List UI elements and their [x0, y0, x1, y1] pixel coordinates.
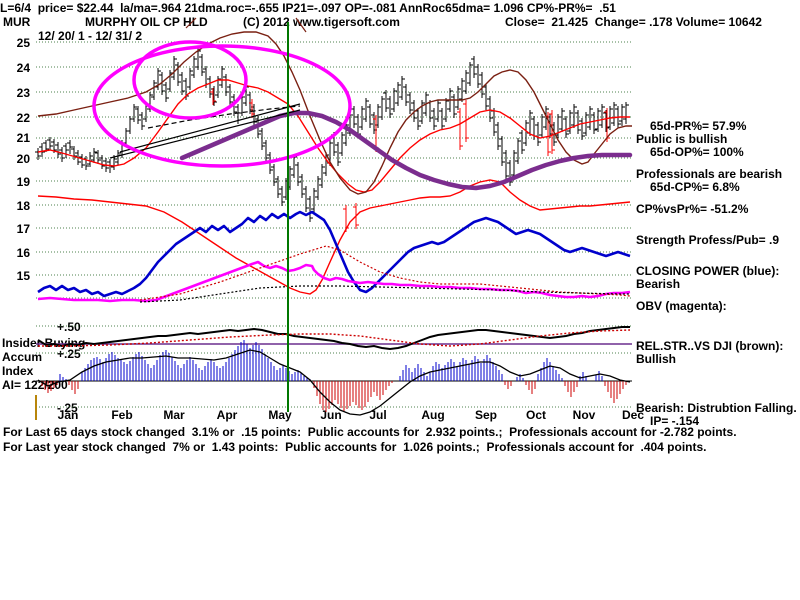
- legend-spacer-3: [636, 216, 800, 225]
- legend-op-percent: 65d-OP%= 100%: [650, 145, 744, 159]
- y-axis-tick-21: 21: [16, 131, 30, 145]
- legend-ip-value: IP= -.154: [650, 414, 700, 428]
- x-axis-tick-may: May: [268, 408, 292, 422]
- rel-strength-dotted-line: [38, 329, 631, 347]
- support-trendlines: [109, 103, 301, 159]
- x-axis-tick-aug: Aug: [421, 408, 445, 422]
- legend-pr-percent: 65d-PR%= 57.9%: [650, 119, 747, 133]
- legend-professionals-state: Professionals are bearish: [636, 167, 783, 181]
- red-lower-band-line: [37, 179, 631, 295]
- y-axis-tick-25: 25: [16, 36, 30, 50]
- indicator-legend-panel: 65d-PR%= 57.9% Public is bullish 65d-OP%…: [636, 120, 800, 428]
- x-axis-tick-mar: Mar: [163, 408, 185, 422]
- y-axis-tick-24: 24: [16, 61, 30, 75]
- y-axis-tick-18: 18: [16, 199, 30, 213]
- y-axis-tick-15: 15: [16, 269, 30, 283]
- legend-public-state: Public is bullish: [636, 132, 728, 146]
- legend-cp-vs-pr: CP%vsPr%= -51.2%: [636, 202, 749, 216]
- x-axis-tick-jul: Jul: [369, 408, 387, 422]
- legend-relstr-title: REL.STR..VS DJI (brown):: [636, 339, 784, 353]
- ai-value-label: AI= 122/200: [2, 378, 68, 392]
- price-bars: [35, 48, 629, 222]
- y-axis-tick-17: 17: [16, 222, 30, 236]
- y-axis-tick-22: 22: [16, 111, 30, 125]
- legend-spacer-12: [636, 375, 800, 384]
- ma-21-red-line: [37, 79, 630, 193]
- cp-reference-dotted-line: [139, 245, 631, 301]
- accum-smoothed-line: [37, 349, 631, 416]
- insider-buying-label: Insider Buying: [2, 336, 86, 350]
- obv-line: [37, 260, 631, 303]
- legend-closing-power-state: Bearish: [636, 277, 681, 291]
- accum-label: Accum: [2, 350, 43, 364]
- accum-bars-positive: [59, 340, 603, 381]
- x-axis-tick-jan: Jan: [57, 408, 79, 422]
- rel-strength-line: [37, 326, 630, 351]
- footer-1year-summary: For Last year stock changed 7% or 1.43 p…: [3, 440, 707, 454]
- price-gridlines: [36, 41, 632, 299]
- outer-highlight-ellipse: [92, 44, 352, 168]
- footer-65day-summary: For Last 65 days stock changed 3.1% or .…: [3, 425, 737, 439]
- x-axis-tick-oct: Oct: [525, 408, 546, 422]
- y-axis-tick-16: 16: [16, 246, 30, 260]
- x-axis-tick-jun: Jun: [320, 408, 342, 422]
- index-label: Index: [2, 364, 34, 378]
- y-axis-tick-23: 23: [16, 86, 30, 100]
- brown-upper-band-line: [37, 31, 632, 195]
- x-axis-tick-sep: Sep: [474, 408, 497, 422]
- date-range-label: 12/ 20/ 1 - 12/ 31/ 2: [38, 29, 143, 43]
- inner-highlight-ellipse: [132, 40, 248, 120]
- company-name: MURPHY OIL CP HLD: [85, 15, 208, 29]
- accum-scale-plus50: +.50: [57, 320, 81, 334]
- legend-relstr-state: Bullish: [636, 352, 677, 366]
- closing-power-line: [37, 210, 631, 298]
- x-axis-tick-feb: Feb: [111, 408, 133, 422]
- y-axis-tick-19: 19: [16, 175, 30, 189]
- legend-spacer-13: [636, 384, 800, 393]
- y-axis-tick-20: 20: [16, 152, 30, 166]
- legend-spacer-5: [636, 247, 800, 256]
- legend-spacer-8: [636, 313, 800, 322]
- price-bars-red: [210, 88, 610, 232]
- legend-cp-percent: 65d-CP%= 6.8%: [650, 180, 740, 194]
- header-stats-line: L=6/4 price= $22.44 la/ma=.964 21dma.roc…: [0, 1, 616, 15]
- legend-distribution-state: Bearish: Distrubtion Falling.: [636, 401, 797, 415]
- obv-reference-dotted-line: [139, 285, 630, 303]
- ticker-symbol: MUR: [3, 15, 31, 29]
- x-axis-tick-apr: Apr: [216, 408, 238, 422]
- legend-obv-title: OBV (magenta):: [636, 299, 727, 313]
- quote-summary: Close= 21.425 Change= .178 Volume= 10642: [505, 15, 762, 29]
- copyright-notice: (C) 2012 www.tigersoft.com: [243, 15, 400, 29]
- legend-spacer-9: [636, 322, 800, 331]
- legend-spacer-11: [636, 366, 800, 375]
- accum-gridlines: [36, 325, 632, 408]
- legend-strength-ratio: Strength Profess/Pub= .9: [636, 233, 780, 247]
- legend-closing-power-title: CLOSING POWER (blue):: [636, 264, 780, 278]
- x-axis-tick-nov: Nov: [572, 408, 596, 422]
- ma-65-purple-line: [179, 110, 633, 191]
